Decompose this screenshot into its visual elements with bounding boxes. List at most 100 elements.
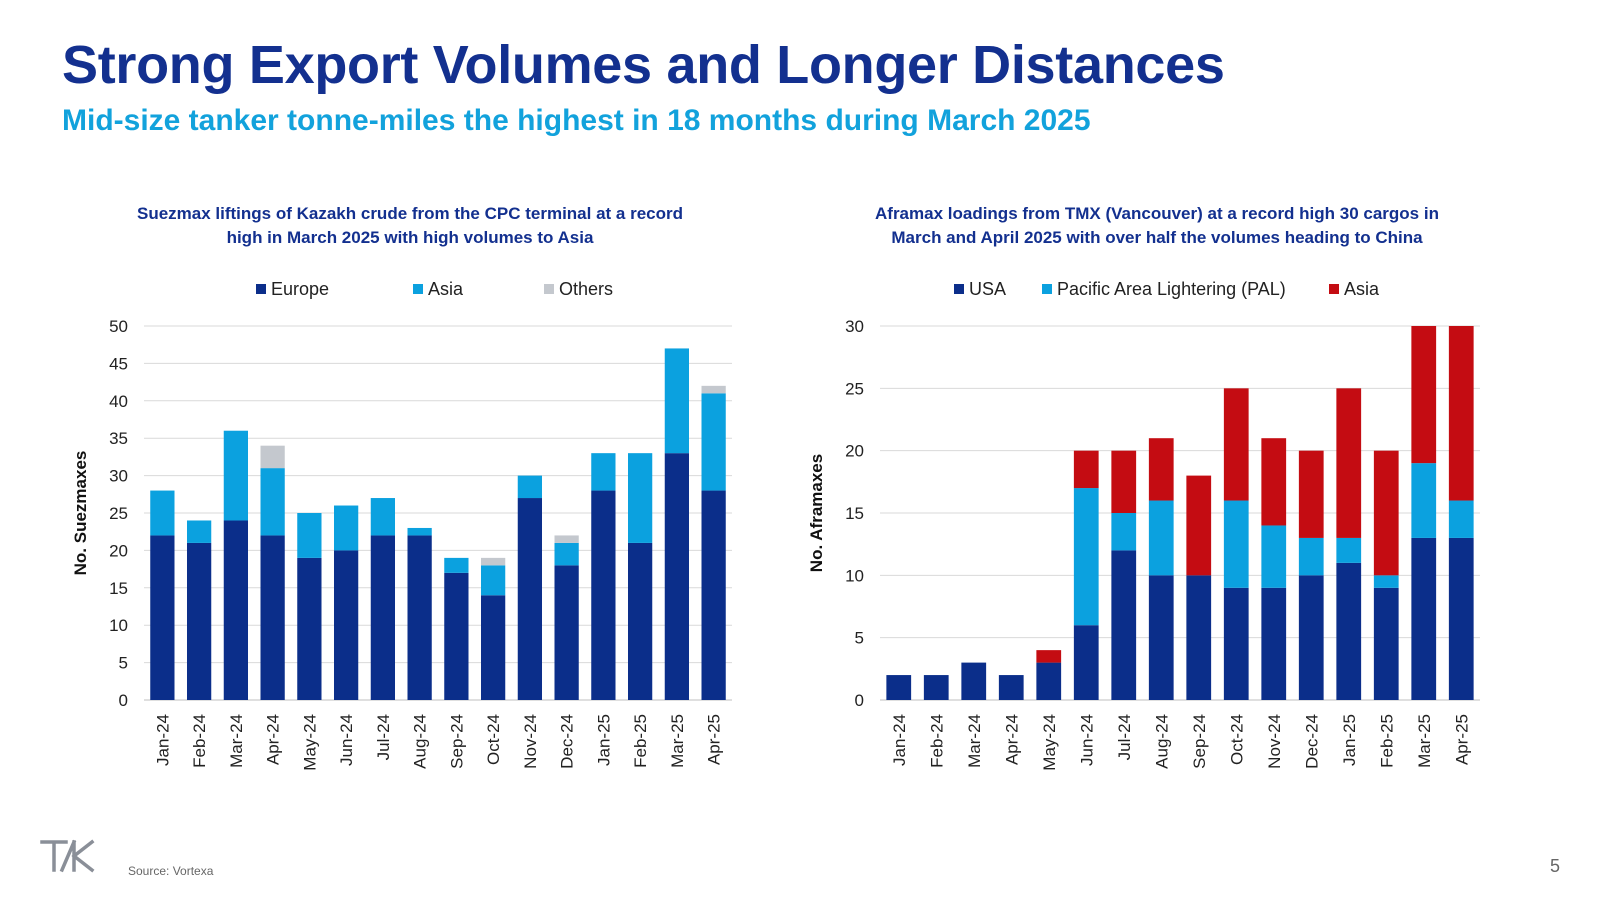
aframax-y-tick-10: 10 — [845, 566, 864, 585]
suezmax-x-tick-jan-25: Jan-25 — [594, 714, 613, 766]
suezmax-bar-asia-mar-24 — [223, 430, 249, 521]
aframax-bar-usa-apr-25 — [1448, 537, 1474, 700]
page-subtitle: Mid-size tanker tonne-miles the highest … — [62, 104, 1091, 137]
suezmax-x-tick-feb-24: Feb-24 — [190, 714, 209, 768]
aframax-x-tick-apr-25: Apr-25 — [1452, 714, 1471, 765]
suezmax-bar-asia-dec-24 — [554, 542, 579, 566]
aframax-bar-usa-sep-24 — [1186, 575, 1212, 700]
suezmax-bar-europe-mar-24 — [223, 520, 249, 700]
aframax-bar-pacific-area-lightering-pal-jun-24 — [1073, 488, 1099, 626]
aframax-bar-pacific-area-lightering-pal-dec-24 — [1298, 537, 1324, 576]
suezmax-bar-asia-jan-25 — [591, 453, 616, 491]
aframax-bar-usa-mar-25 — [1411, 537, 1437, 700]
page-title: Strong Export Volumes and Longer Distanc… — [62, 35, 1225, 95]
chart-suezmax-panel: Suezmax liftings of Kazakh crude from th… — [40, 200, 800, 800]
aframax-bar-usa-jan-25 — [1336, 562, 1362, 700]
tk-logo-icon — [40, 839, 95, 873]
chart-aframax-panel: Aframax loadings from TMX (Vancouver) at… — [800, 200, 1560, 800]
aframax-x-tick-mar-24: Mar-24 — [965, 714, 984, 768]
suezmax-bar-asia-apr-25 — [701, 393, 726, 491]
aframax-x-tick-oct-24: Oct-24 — [1227, 714, 1246, 765]
aframax-x-tick-sep-24: Sep-24 — [1190, 714, 1209, 769]
suezmax-bar-europe-mar-25 — [664, 453, 690, 700]
aframax-bar-usa-feb-25 — [1373, 587, 1399, 700]
suezmax-y-tick-5: 5 — [119, 654, 128, 673]
suezmax-bar-asia-oct-24 — [480, 565, 506, 596]
suezmax-legend-swatch-others — [544, 284, 554, 294]
aframax-bar-pacific-area-lightering-pal-aug-24 — [1148, 500, 1174, 576]
chart-suezmax-svg: Suezmax liftings of Kazakh crude from th… — [71, 204, 732, 771]
suezmax-x-tick-apr-24: Apr-24 — [264, 714, 283, 765]
aframax-y-axis-label: No. Aframaxes — [807, 454, 826, 572]
suezmax-bar-asia-feb-24 — [186, 520, 212, 543]
aframax-legend-label-usa: USA — [969, 279, 1006, 299]
aframax-bar-asia-oct-24 — [1223, 388, 1249, 501]
aframax-bar-usa-jan-24 — [886, 675, 912, 700]
suezmax-chart-title-line-2: high in March 2025 with high volumes to … — [227, 228, 594, 247]
aframax-bar-usa-oct-24 — [1223, 587, 1249, 700]
aframax-x-tick-jan-25: Jan-25 — [1340, 714, 1359, 766]
aframax-bar-asia-may-24 — [1036, 650, 1062, 663]
suezmax-bar-europe-sep-24 — [444, 572, 469, 700]
suezmax-x-tick-mar-24: Mar-24 — [227, 714, 246, 768]
aframax-bar-pacific-area-lightering-pal-apr-25 — [1448, 500, 1474, 538]
suezmax-legend-swatch-asia — [413, 284, 423, 294]
aframax-x-tick-jun-24: Jun-24 — [1077, 714, 1096, 766]
suezmax-bar-asia-jun-24 — [333, 505, 359, 551]
suezmax-bar-others-apr-24 — [260, 445, 285, 469]
suezmax-y-tick-30: 30 — [109, 467, 128, 486]
suezmax-bar-asia-sep-24 — [444, 557, 469, 573]
aframax-bar-usa-feb-24 — [923, 675, 949, 700]
suezmax-bar-asia-aug-24 — [407, 527, 432, 536]
aframax-x-tick-jul-24: Jul-24 — [1115, 714, 1134, 760]
suezmax-bar-europe-apr-24 — [260, 535, 285, 700]
suezmax-x-tick-may-24: May-24 — [300, 714, 319, 771]
suezmax-bar-europe-nov-24 — [517, 498, 543, 700]
suezmax-y-tick-10: 10 — [109, 616, 128, 635]
aframax-bar-usa-apr-24 — [998, 675, 1024, 700]
suezmax-bar-europe-jan-24 — [150, 535, 175, 700]
aframax-legend-swatch-asia — [1329, 284, 1339, 294]
suezmax-y-axis-label: No. Suezmaxes — [71, 451, 90, 576]
suezmax-chart-title-line-1: Suezmax liftings of Kazakh crude from th… — [137, 204, 683, 223]
aframax-y-tick-25: 25 — [845, 379, 864, 398]
aframax-bar-asia-dec-24 — [1298, 450, 1324, 538]
aframax-x-tick-apr-24: Apr-24 — [1002, 714, 1021, 765]
suezmax-bar-europe-oct-24 — [480, 595, 506, 700]
aframax-bar-pacific-area-lightering-pal-nov-24 — [1261, 525, 1287, 588]
aframax-bar-usa-may-24 — [1036, 662, 1062, 700]
suezmax-bar-europe-dec-24 — [554, 565, 579, 700]
aframax-y-tick-20: 20 — [845, 442, 864, 461]
suezmax-bar-asia-feb-25 — [627, 453, 653, 543]
aframax-y-tick-0: 0 — [855, 691, 864, 710]
suezmax-x-tick-mar-25: Mar-25 — [668, 714, 687, 768]
aframax-legend-swatch-pacific-area-lightering-pal — [1042, 284, 1052, 294]
aframax-x-tick-jan-24: Jan-24 — [890, 714, 909, 766]
suezmax-x-tick-jan-24: Jan-24 — [153, 714, 172, 766]
suezmax-bar-asia-nov-24 — [517, 475, 543, 499]
suezmax-x-tick-aug-24: Aug-24 — [411, 714, 430, 769]
aframax-x-tick-nov-24: Nov-24 — [1265, 714, 1284, 769]
suezmax-bar-asia-mar-25 — [664, 348, 690, 454]
suezmax-legend-label-others: Others — [559, 279, 613, 299]
suezmax-bar-asia-apr-24 — [260, 468, 285, 536]
aframax-bar-usa-dec-24 — [1298, 575, 1324, 700]
suezmax-bar-others-dec-24 — [554, 535, 579, 543]
aframax-x-tick-dec-24: Dec-24 — [1302, 714, 1321, 769]
footer-source: Source: Vortexa — [128, 864, 214, 878]
aframax-bar-asia-feb-25 — [1373, 450, 1399, 576]
suezmax-bar-europe-feb-24 — [186, 542, 212, 700]
suezmax-x-tick-oct-24: Oct-24 — [484, 714, 503, 765]
aframax-bar-usa-jun-24 — [1073, 625, 1099, 700]
aframax-x-tick-mar-25: Mar-25 — [1415, 714, 1434, 768]
suezmax-bar-europe-aug-24 — [407, 535, 432, 700]
aframax-y-tick-30: 30 — [845, 317, 864, 336]
chart-aframax-svg: Aframax loadings from TMX (Vancouver) at… — [807, 204, 1480, 771]
suezmax-legend-label-asia: Asia — [428, 279, 464, 299]
suezmax-bar-europe-jul-24 — [370, 535, 396, 700]
aframax-bar-asia-apr-25 — [1448, 326, 1474, 501]
suezmax-bar-asia-jan-24 — [150, 490, 175, 536]
aframax-x-tick-aug-24: Aug-24 — [1152, 714, 1171, 769]
aframax-bar-pacific-area-lightering-pal-jan-25 — [1336, 537, 1362, 563]
suezmax-legend-label-europe: Europe — [271, 279, 329, 299]
